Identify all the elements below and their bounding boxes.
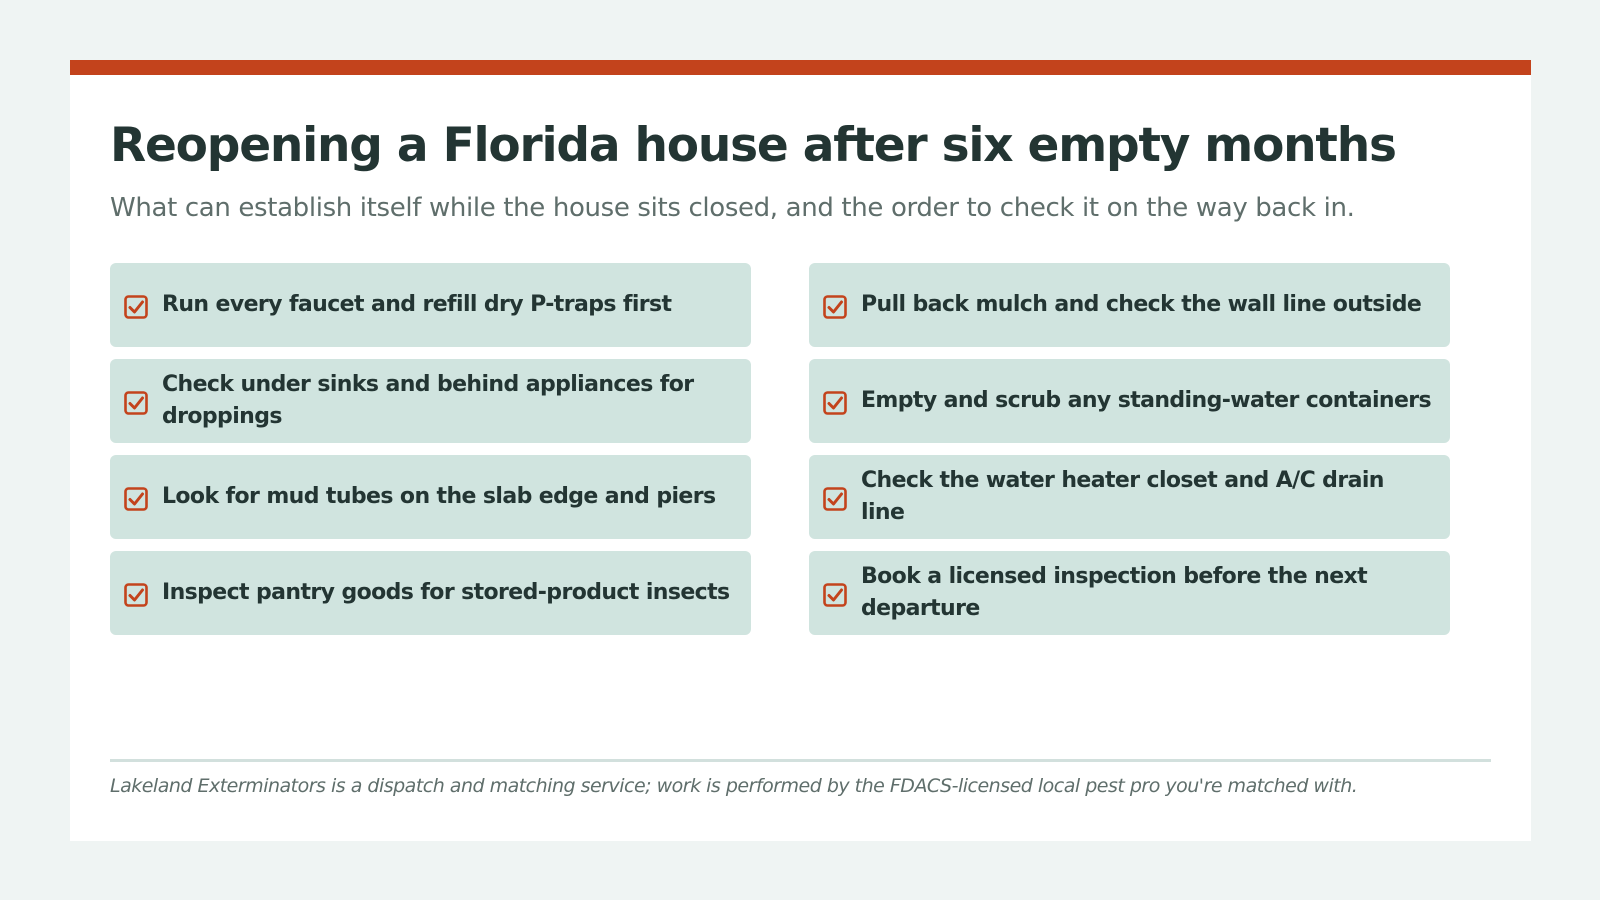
checklist-item-label: Inspect pantry goods for stored-product … [162,580,730,605]
checklist-item-faucets[interactable]: Run every faucet and refill dry P-traps … [110,263,751,347]
checklist-card: Reopening a Florida house after six empt… [70,60,1531,841]
checked-box-icon [823,295,847,319]
page-subtitle: What can establish itself while the hous… [110,193,1355,223]
checklist-item-label: Look for mud tubes on the slab edge and … [162,484,716,509]
checklist-item-label: Pull back mulch and check the wall line … [861,292,1422,317]
checklist-item-mulch[interactable]: Pull back mulch and check the wall line … [809,263,1450,347]
page-title: Reopening a Florida house after six empt… [110,118,1397,173]
checked-box-icon [823,391,847,415]
checklist-item-mud-tubes[interactable]: Look for mud tubes on the slab edge and … [110,455,751,539]
checked-box-icon [124,583,148,607]
checked-box-icon [124,391,148,415]
checked-box-icon [124,295,148,319]
checklist-item-label: Book a licensed inspection before the ne… [861,564,1368,621]
checklist-item-pantry[interactable]: Inspect pantry goods for stored-product … [110,551,751,635]
checklist-grid: Run every faucet and refill dry P-traps … [110,263,1450,635]
checked-box-icon [124,487,148,511]
footer-divider [110,759,1491,762]
checklist-item-label: Check under sinks and behind appliances … [162,372,694,429]
checklist-item-label: Empty and scrub any standing-water conta… [861,388,1432,413]
footer-disclaimer: Lakeland Exterminators is a dispatch and… [110,775,1358,797]
checklist-item-inspection[interactable]: Book a licensed inspection before the ne… [809,551,1450,635]
checklist-item-water-heater[interactable]: Check the water heater closet and A/C dr… [809,455,1450,539]
checklist-item-standing-water[interactable]: Empty and scrub any standing-water conta… [809,359,1450,443]
checklist-item-label: Check the water heater closet and A/C dr… [861,468,1384,525]
checklist-item-label: Run every faucet and refill dry P-traps … [162,292,672,317]
checklist-item-droppings[interactable]: Check under sinks and behind appliances … [110,359,751,443]
checked-box-icon [823,583,847,607]
checked-box-icon [823,487,847,511]
accent-bar [70,60,1531,75]
